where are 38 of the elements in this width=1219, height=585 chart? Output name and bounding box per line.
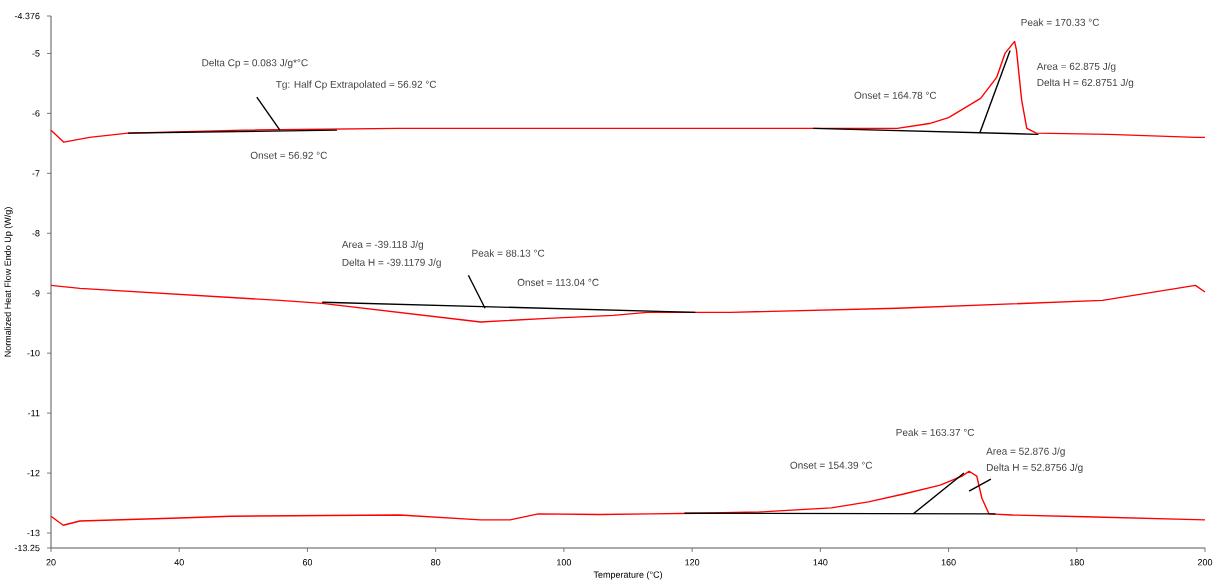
x-tick-label: 120 bbox=[685, 559, 700, 566]
x-tick-label: 100 bbox=[557, 559, 572, 566]
annotation: Area = 52.876 J/g bbox=[986, 447, 1065, 457]
x-tick-label: 60 bbox=[302, 559, 313, 566]
x-axis-title: Temperature (°C) bbox=[593, 571, 663, 580]
y-tick-label: -8 bbox=[32, 230, 40, 237]
annotation: Onset = 113.04 °C bbox=[517, 278, 599, 286]
x-tick-label: 180 bbox=[1069, 559, 1084, 566]
y-axis-title: Normalized Heat Flow Endo Up (W/g) bbox=[4, 207, 13, 357]
annotation: Onset = 56.92 °C bbox=[250, 151, 328, 159]
y-tick-label: -4.376 bbox=[14, 12, 40, 20]
annotation: Delta H = 52.8756 J/g bbox=[986, 463, 1083, 473]
annotation: Area = -39.118 J/g bbox=[341, 240, 423, 250]
y-tick-label: -6 bbox=[32, 110, 40, 117]
annotation: Delta H = 62.8751 J/g bbox=[1037, 78, 1134, 89]
annotation: Onset = 164.78 °C bbox=[854, 91, 937, 99]
annotation: Area = 62.875 J/g bbox=[1036, 62, 1116, 72]
y-tick-label: -10 bbox=[27, 349, 40, 357]
y-tick-label: -5 bbox=[32, 50, 40, 57]
x-tick-label: 20 bbox=[46, 559, 56, 566]
y-tick-label: -13 bbox=[27, 529, 40, 537]
annotation: Delta H = -39.1179 J/g bbox=[342, 258, 441, 268]
annotation: Peak = 88.13 °C bbox=[472, 249, 545, 257]
annotation: Tg: Half Cp Extrapolated = 56.92 °C bbox=[275, 80, 437, 90]
x-tick-label: 200 bbox=[1197, 559, 1213, 566]
y-tick-label: -9 bbox=[32, 290, 40, 297]
y-tick-label: -11 bbox=[28, 410, 40, 417]
annotation: Onset = 154.39 °C bbox=[790, 461, 873, 469]
y-tick-label: -13.25 bbox=[14, 544, 40, 552]
annotation: Peak = 163.37 °C bbox=[896, 428, 975, 436]
x-tick-label: 40 bbox=[174, 559, 184, 566]
y-tick-label: -7 bbox=[32, 170, 40, 177]
annotation: Peak = 170.33 °C bbox=[1021, 18, 1100, 26]
x-tick-label: 160 bbox=[941, 559, 956, 566]
x-tick-label: 140 bbox=[813, 559, 828, 566]
annotation: Delta Cp = 0.083 J/g*°C bbox=[202, 58, 308, 69]
y-tick-label: -12 bbox=[27, 469, 40, 477]
x-tick-label: 80 bbox=[431, 559, 441, 566]
